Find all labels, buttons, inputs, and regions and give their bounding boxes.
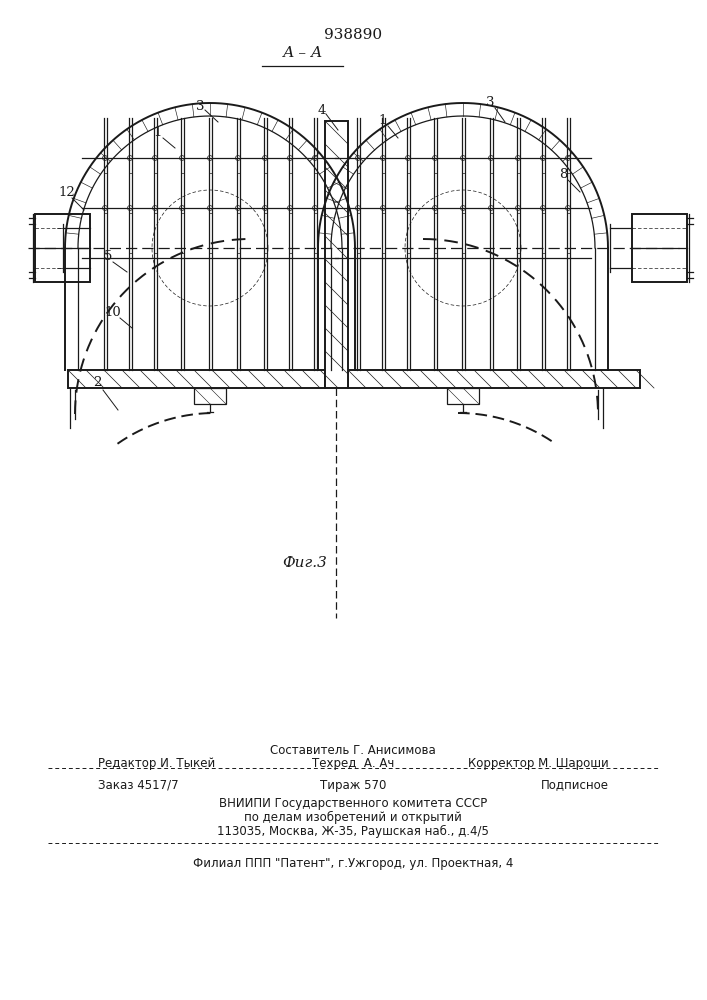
- Text: 10: 10: [105, 306, 122, 318]
- Circle shape: [207, 206, 213, 211]
- Text: 5: 5: [104, 250, 112, 263]
- Circle shape: [153, 206, 158, 211]
- Circle shape: [262, 206, 267, 211]
- Bar: [348, 370, 640, 388]
- Circle shape: [180, 206, 185, 211]
- Text: 1: 1: [379, 114, 387, 127]
- Circle shape: [207, 155, 213, 160]
- Circle shape: [380, 206, 385, 211]
- Circle shape: [460, 206, 465, 211]
- Circle shape: [288, 206, 293, 211]
- Bar: [325, 121, 348, 388]
- Circle shape: [433, 155, 438, 160]
- Circle shape: [180, 155, 185, 160]
- Circle shape: [103, 155, 107, 160]
- Text: Корректор М. Шароши: Корректор М. Шароши: [468, 758, 609, 770]
- Circle shape: [489, 206, 493, 211]
- Text: Подписное: Подписное: [541, 778, 609, 792]
- Text: Тираж 570: Тираж 570: [320, 778, 386, 792]
- Circle shape: [235, 155, 240, 160]
- Text: Редактор И. Тыкей: Редактор И. Тыкей: [98, 758, 215, 770]
- Text: 938890: 938890: [324, 28, 382, 42]
- Circle shape: [515, 206, 520, 211]
- Circle shape: [356, 206, 361, 211]
- Circle shape: [262, 155, 267, 160]
- Circle shape: [153, 155, 158, 160]
- Circle shape: [406, 155, 411, 160]
- Text: Филиал ППП "Патент", г.Ужгород, ул. Проектная, 4: Филиал ППП "Патент", г.Ужгород, ул. Прое…: [193, 857, 513, 870]
- Text: 1: 1: [154, 126, 162, 139]
- Text: 2: 2: [93, 376, 101, 389]
- Circle shape: [288, 155, 293, 160]
- Circle shape: [540, 206, 546, 211]
- Bar: [632, 214, 687, 282]
- Circle shape: [566, 206, 571, 211]
- Circle shape: [380, 155, 385, 160]
- Text: 4: 4: [318, 104, 326, 116]
- Text: 3: 3: [486, 97, 494, 109]
- Text: 113035, Москва, Ж-35, Раушская наб., д.4/5: 113035, Москва, Ж-35, Раушская наб., д.4…: [217, 824, 489, 838]
- Text: ВНИИПИ Государственного комитета СССР: ВНИИПИ Государственного комитета СССР: [219, 796, 487, 810]
- Text: А – А: А – А: [283, 46, 323, 60]
- Circle shape: [566, 155, 571, 160]
- Bar: [194, 388, 226, 404]
- Circle shape: [460, 155, 465, 160]
- Circle shape: [540, 155, 546, 160]
- Circle shape: [127, 155, 132, 160]
- Circle shape: [312, 206, 317, 211]
- Circle shape: [235, 206, 240, 211]
- Text: по делам изобретений и открытий: по делам изобретений и открытий: [244, 810, 462, 824]
- Circle shape: [515, 155, 520, 160]
- Circle shape: [103, 206, 107, 211]
- Text: Фиг.3: Фиг.3: [283, 556, 327, 570]
- Text: Техред  А. Ач: Техред А. Ач: [312, 758, 395, 770]
- Text: Составитель Г. Анисимова: Составитель Г. Анисимова: [270, 744, 436, 756]
- Circle shape: [433, 206, 438, 211]
- Bar: [35, 214, 90, 282]
- Text: 3: 3: [196, 100, 204, 112]
- Circle shape: [356, 155, 361, 160]
- Text: 12: 12: [59, 186, 76, 200]
- Circle shape: [489, 155, 493, 160]
- Bar: [68, 370, 325, 388]
- Circle shape: [312, 155, 317, 160]
- Text: Заказ 4517/7: Заказ 4517/7: [98, 778, 179, 792]
- Text: 8: 8: [559, 168, 567, 182]
- Circle shape: [127, 206, 132, 211]
- Circle shape: [406, 206, 411, 211]
- Bar: [447, 388, 479, 404]
